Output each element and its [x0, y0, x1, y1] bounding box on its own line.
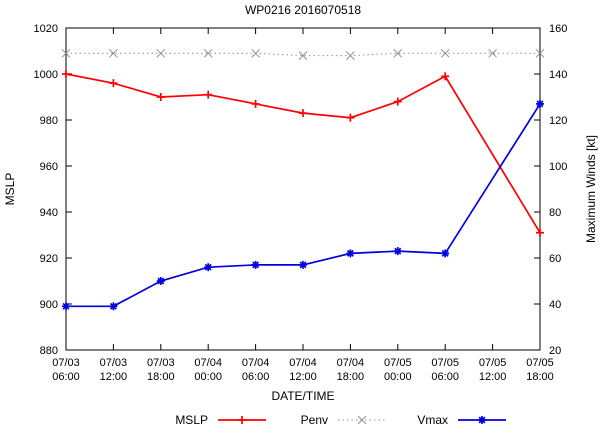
asterisk-marker-icon [441, 249, 450, 258]
y-right-tick-label: 20 [549, 345, 561, 357]
x-tick-label-date: 07/05 [479, 357, 507, 369]
asterisk-marker-icon [204, 263, 213, 272]
plus-marker-icon [393, 97, 402, 106]
cross-marker-icon [488, 48, 497, 58]
y-left-tick-label: 940 [40, 207, 58, 219]
y-left-tick-label: 1020 [34, 23, 58, 35]
x-tick-label-date: 07/04 [242, 357, 270, 369]
x-tick-label-time: 00:00 [384, 371, 412, 383]
cross-marker-icon [393, 48, 403, 58]
y-left-tick-label: 980 [40, 115, 58, 127]
x-tick-label-time: 12:00 [289, 371, 317, 383]
cross-marker-icon [357, 415, 367, 425]
asterisk-marker-icon [478, 416, 486, 424]
plus-marker-icon [109, 79, 118, 88]
y-right-tick-label: 100 [549, 161, 567, 173]
x-tick-label-time: 18:00 [526, 371, 554, 383]
x-tick-label-date: 07/03 [147, 357, 175, 369]
x-tick-label-date: 07/03 [100, 357, 128, 369]
x-tick-label-date: 07/05 [431, 357, 459, 369]
plus-marker-icon [299, 109, 307, 118]
y-right-tick-label: 60 [549, 253, 561, 265]
x-tick-label-time: 06:00 [242, 371, 270, 383]
cross-marker-icon [440, 48, 450, 58]
x-tick-label-date: 07/05 [526, 357, 554, 369]
x-tick-label-time: 18:00 [147, 371, 175, 383]
plus-marker-icon [156, 93, 165, 101]
y-left-tick-label: 880 [40, 345, 58, 357]
plus-marker-icon [536, 228, 544, 237]
x-tick-label-date: 07/04 [337, 357, 365, 369]
legend-label-Penv: Penv [301, 413, 328, 427]
y-right-tick-label: 160 [549, 23, 567, 35]
asterisk-marker-icon [156, 277, 165, 285]
cross-marker-icon [298, 51, 308, 60]
cross-marker-icon [346, 51, 355, 60]
x-tick-label-time: 00:00 [194, 371, 222, 383]
asterisk-marker-icon [299, 260, 307, 269]
series-line-Vmax [66, 103, 541, 308]
cross-marker-icon [535, 48, 545, 58]
y-left-tick-label: 1000 [34, 69, 58, 81]
asterisk-marker-icon [62, 302, 70, 311]
series-Penv [61, 48, 545, 60]
cross-marker-icon [61, 48, 71, 58]
x-tick-label-date: 07/05 [384, 357, 412, 369]
cross-marker-icon [156, 48, 166, 58]
x-tick-label-date: 07/03 [52, 357, 80, 369]
x-axis-label: DATE/TIME [271, 389, 334, 403]
chart-legend: MSLP Penv Vmax [175, 413, 506, 427]
plot-border [65, 27, 541, 351]
plus-marker-icon [346, 113, 355, 122]
plus-marker-icon [204, 90, 213, 99]
y-axis-label-left: MSLP [3, 173, 17, 206]
plot-area: 880 900 920 940 960 980 1000 1020 20 40 60 80 100 120… [34, 23, 568, 383]
asterisk-marker-icon [109, 302, 118, 311]
legend-label-MSLP: MSLP [175, 413, 208, 427]
cross-marker-icon [203, 48, 213, 58]
cross-marker-icon [109, 48, 118, 58]
chart-title: WP0216 2016070518 [245, 3, 361, 17]
x-tick-label-time: 12:00 [100, 371, 128, 383]
y-right-tick-label: 120 [549, 115, 567, 127]
y-right-tick-label: 80 [549, 207, 561, 219]
series-line-MSLP [65, 73, 541, 234]
y-right-tick-label: 140 [549, 69, 567, 81]
legend-label-Vmax: Vmax [417, 413, 448, 427]
x-tick-label-time: 12:00 [479, 371, 507, 383]
y-left-tick-label: 920 [40, 253, 58, 265]
x-tick-label-time: 06:00 [52, 371, 80, 383]
plus-marker-icon [441, 72, 450, 81]
plus-marker-icon [238, 416, 246, 424]
asterisk-marker-icon [251, 260, 260, 269]
y-axis-label-right: Maximum Winds [kt] [584, 135, 598, 243]
y-right-tick-label: 40 [549, 299, 561, 311]
x-tick-label-time: 06:00 [431, 371, 459, 383]
x-tick-label-date: 07/04 [289, 357, 317, 369]
y-left-tick-label: 960 [40, 161, 58, 173]
series-MSLP [62, 70, 544, 237]
asterisk-marker-icon [393, 247, 402, 256]
cross-marker-icon [251, 48, 260, 58]
asterisk-marker-icon [346, 249, 355, 258]
plus-marker-icon [251, 99, 260, 108]
asterisk-marker-icon [536, 99, 544, 108]
plus-marker-icon [62, 70, 70, 78]
x-tick-label-time: 18:00 [337, 371, 365, 383]
y-left-tick-label: 900 [40, 299, 58, 311]
x-tick-label-date: 07/04 [194, 357, 222, 369]
series-Vmax [62, 99, 544, 311]
